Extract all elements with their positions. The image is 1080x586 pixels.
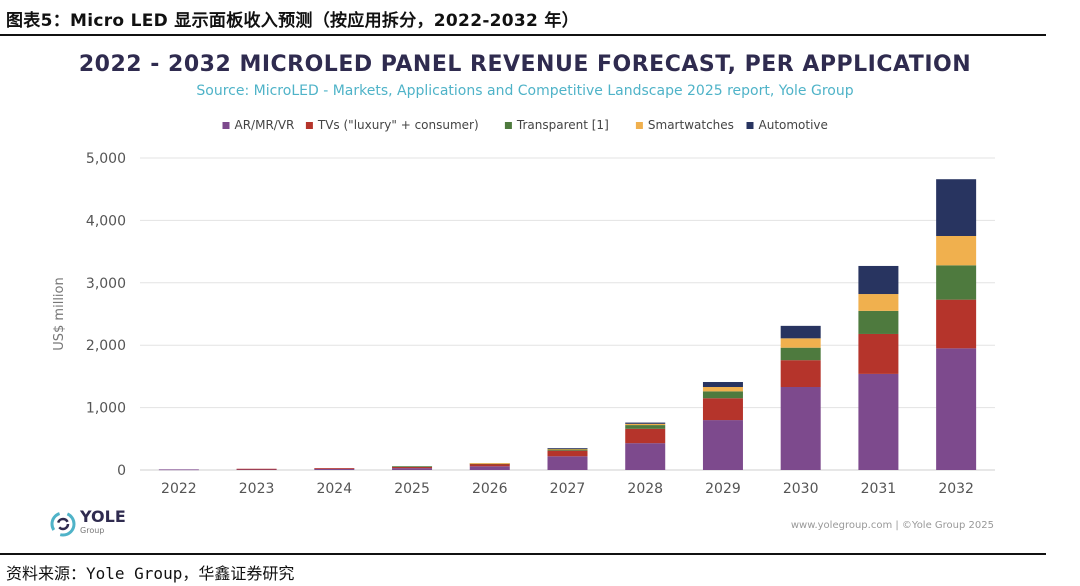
- bar-segment: [936, 348, 977, 470]
- bar-segment: [780, 338, 821, 348]
- bar-segment: [547, 456, 588, 470]
- source-footer: 资料来源：Yole Group，华鑫证券研究: [6, 564, 295, 583]
- legend-swatch: [504, 122, 512, 129]
- x-tick-label: 2030: [783, 481, 819, 497]
- y-axis-label: US$ million: [52, 277, 67, 350]
- bar-segment: [858, 265, 899, 295]
- bar-segment: [702, 398, 743, 421]
- yole-logo: YOLE Group: [50, 507, 126, 538]
- bar-segment: [158, 469, 199, 471]
- stacked-bar-chart: 0 1,000 2,000 3,000 4,000 5,000 US$ million 202…: [52, 118, 995, 497]
- bar-segment: [392, 466, 433, 469]
- bar-segment: [547, 449, 588, 451]
- x-tick-label: 2028: [627, 481, 663, 497]
- bar-segment: [547, 450, 588, 457]
- bar-segment: [547, 448, 588, 449]
- chart-credits: www.yolegroup.com | ©Yole Group 2025: [790, 520, 994, 531]
- y-tick-label: 3,000: [86, 276, 126, 292]
- bar-segment: [392, 468, 433, 470]
- bar-segment: [625, 425, 666, 429]
- x-tick-label: 2024: [316, 481, 352, 497]
- bar-segment: [780, 387, 821, 470]
- x-tick-label: 2032: [938, 481, 974, 497]
- bar-segment: [469, 463, 510, 467]
- bar-segment: [858, 373, 899, 470]
- bar-segment: [314, 468, 355, 470]
- legend-label: Smartwatches: [648, 118, 734, 132]
- bar-segment: [936, 299, 977, 349]
- chart-panel: 2022 - 2032 MICROLED PANEL REVENUE FOREC…: [20, 40, 1030, 550]
- bar-segment: [936, 265, 977, 300]
- bar-segment: [936, 236, 977, 266]
- legend-swatch: [746, 122, 754, 129]
- legend-label: Automotive: [759, 118, 828, 132]
- bar-segment: [236, 468, 277, 470]
- bar-segment: [858, 310, 899, 334]
- legend-swatch: [635, 122, 643, 129]
- logo-sub: Group: [80, 526, 105, 535]
- y-tick-label: 5,000: [86, 151, 126, 167]
- legend-label: Transparent [1]: [516, 118, 609, 132]
- yole-swirl-icon: [50, 511, 76, 537]
- x-tick-label: 2022: [161, 481, 197, 497]
- y-tick-label: 1,000: [86, 401, 126, 417]
- bar-segment: [702, 420, 743, 470]
- bar-segment: [392, 466, 433, 468]
- x-tick-label: 2031: [861, 481, 897, 497]
- bottom-rule: [0, 553, 1046, 555]
- y-tick-label: 0: [117, 463, 126, 479]
- bar-segment: [625, 422, 666, 424]
- legend-label: TVs ("luxury" + consumer): [317, 118, 479, 132]
- bar-segment: [858, 333, 899, 374]
- x-tick-label: 2029: [705, 481, 741, 497]
- y-tick-label: 4,000: [86, 213, 126, 229]
- bar-segment: [702, 391, 743, 399]
- x-tick-label: 2025: [394, 481, 430, 497]
- bar-segment: [780, 347, 821, 361]
- bar-segment: [780, 325, 821, 339]
- bar-segment: [625, 443, 666, 470]
- bar-segment: [314, 468, 355, 469]
- bar-segment: [936, 179, 977, 236]
- top-rule: [0, 34, 1046, 36]
- bar-segment: [858, 294, 899, 311]
- figure-caption: 图表5：Micro LED 显示面板收入预测（按应用拆分，2022-2032 年…: [6, 11, 580, 31]
- logo-name: YOLE: [80, 507, 126, 526]
- x-tick-label: 2026: [472, 481, 508, 497]
- x-tick-label: 2023: [239, 481, 275, 497]
- legend-label: AR/MR/VR: [235, 118, 295, 132]
- bar-segment: [469, 466, 510, 470]
- chart-title: 2022 - 2032 MICROLED PANEL REVENUE FOREC…: [78, 52, 972, 77]
- x-tick-label: 2027: [550, 481, 586, 497]
- chart-subtitle: Source: MicroLED - Markets, Applications…: [196, 83, 854, 99]
- bar-segment: [702, 387, 743, 392]
- bar-segment: [780, 360, 821, 388]
- legend-swatch: [222, 122, 230, 129]
- y-tick-label: 2,000: [86, 338, 126, 354]
- bar-segment: [469, 463, 510, 464]
- bar-segment: [625, 423, 666, 426]
- bar-segment: [547, 448, 588, 450]
- bar-segment: [702, 382, 743, 388]
- legend-swatch: [305, 122, 313, 129]
- bar-segment: [625, 428, 666, 444]
